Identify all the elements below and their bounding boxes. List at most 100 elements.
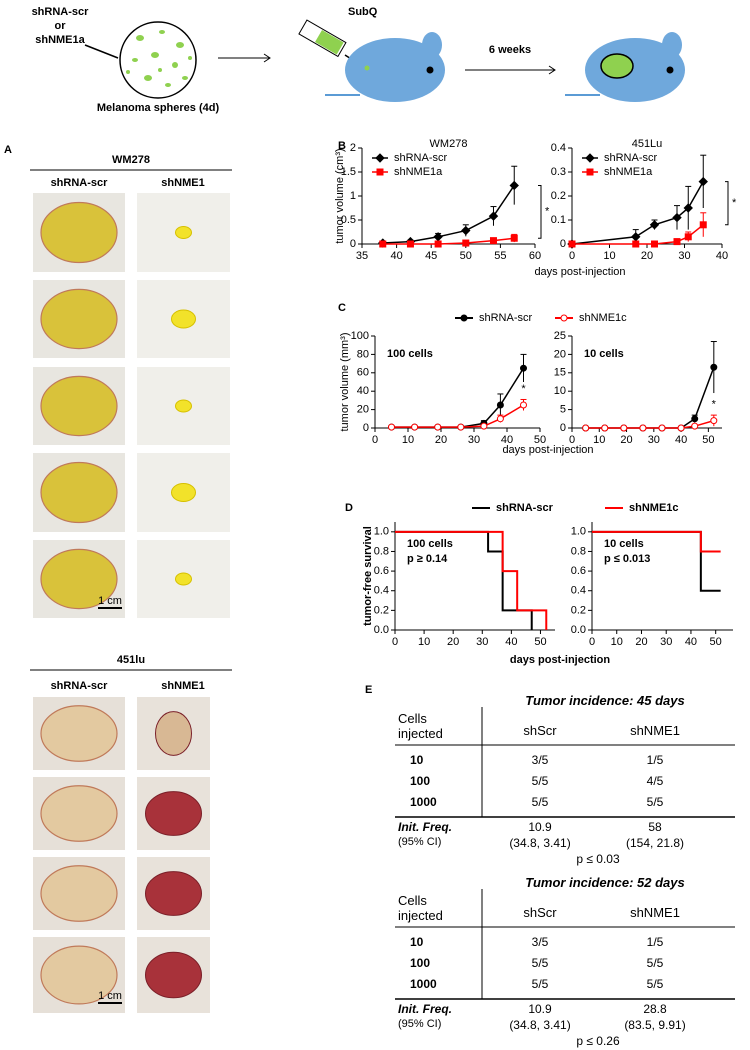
x-tick-label: 10 bbox=[402, 434, 414, 446]
spheres bbox=[126, 30, 192, 87]
y-tick-label: 10 bbox=[554, 385, 566, 397]
table-cell: 3/5 bbox=[531, 753, 549, 767]
table-cell: Init. Freq. bbox=[398, 1002, 452, 1016]
y-tick-label: 1.5 bbox=[341, 166, 356, 178]
y-tick-label: 0.8 bbox=[571, 545, 586, 557]
marker bbox=[651, 240, 658, 248]
tumor bbox=[175, 226, 192, 239]
marker bbox=[710, 363, 718, 371]
legend-label: shRNA-scr bbox=[496, 502, 554, 514]
marker bbox=[480, 422, 488, 430]
table-header: Cells injected bbox=[398, 893, 443, 923]
x-tick-label: 30 bbox=[678, 250, 690, 262]
table-cell: 4/5 bbox=[646, 774, 664, 788]
tumor bbox=[155, 711, 192, 756]
y-tick-label: 0.6 bbox=[571, 565, 586, 577]
condition: shRNA-scr bbox=[32, 6, 90, 18]
marker bbox=[388, 423, 395, 431]
x-tick-label: 50 bbox=[534, 636, 546, 648]
x-tick-label: 50 bbox=[702, 434, 714, 446]
panel-letter: B bbox=[338, 140, 346, 152]
table-cell: 10 bbox=[410, 753, 424, 767]
tumor bbox=[40, 375, 118, 437]
tumor bbox=[171, 309, 196, 329]
x-tick-label: 40 bbox=[675, 434, 687, 446]
y-tick-label: 0.2 bbox=[571, 604, 586, 616]
x-tick-label: 0 bbox=[372, 434, 378, 446]
legend-label: shRNA-scr bbox=[604, 152, 658, 164]
table-header: shNME1 bbox=[630, 723, 680, 738]
table-cell: 1000 bbox=[410, 795, 437, 809]
x-axis-label: days post-injection bbox=[534, 266, 625, 278]
y-axis-label: tumor volume (cm³) bbox=[334, 148, 346, 243]
tumor bbox=[40, 548, 118, 610]
x-tick-label: 50 bbox=[460, 250, 472, 262]
x-tick-label: 45 bbox=[425, 250, 437, 262]
schematic: shRNA-scr or shNME1a Melanoma spheres (4… bbox=[32, 6, 685, 114]
tumor bbox=[145, 791, 202, 836]
x-tick-label: 40 bbox=[390, 250, 402, 262]
x-tick-label: 20 bbox=[635, 636, 647, 648]
marker bbox=[510, 234, 518, 242]
y-tick-label: 2 bbox=[350, 142, 356, 154]
column-header: shRNA-scr bbox=[51, 177, 109, 189]
y-axis-label: tumor volume (mm³) bbox=[339, 332, 351, 431]
marker bbox=[376, 168, 384, 176]
marker bbox=[683, 203, 693, 213]
x-tick-label: 35 bbox=[356, 250, 368, 262]
tumor bbox=[40, 785, 118, 842]
injection-label: SubQ bbox=[348, 6, 378, 18]
group-title: 451lu bbox=[117, 654, 145, 666]
x-tick-label: 55 bbox=[494, 250, 506, 262]
x-tick-label: 40 bbox=[685, 636, 697, 648]
table-cell: (95% CI) bbox=[398, 836, 442, 848]
marker bbox=[677, 424, 685, 432]
marker bbox=[434, 240, 442, 248]
x-tick-label: 30 bbox=[648, 434, 660, 446]
x-tick-label: 0 bbox=[569, 434, 575, 446]
p-value: p ≤ 0.03 bbox=[576, 852, 620, 866]
table-cell: 10 bbox=[410, 935, 424, 949]
x-tick-label: 30 bbox=[468, 434, 480, 446]
x-tick-label: 20 bbox=[620, 434, 632, 446]
y-tick-label: 100 bbox=[351, 330, 369, 342]
y-tick-label: 0.5 bbox=[341, 214, 356, 226]
marker bbox=[460, 314, 468, 322]
table-caption: Tumor incidence: 52 days bbox=[525, 875, 685, 890]
y-tick-label: 20 bbox=[554, 348, 566, 360]
table-header: shScr bbox=[523, 905, 557, 920]
x-tick-label: 30 bbox=[660, 636, 672, 648]
table-header: shNME1 bbox=[630, 905, 680, 920]
table-cell: 5/5 bbox=[646, 977, 664, 991]
y-tick-label: 0.4 bbox=[571, 585, 586, 597]
legend-label: shRNA-scr bbox=[394, 152, 448, 164]
y-tick-label: 0 bbox=[350, 238, 356, 250]
y-tick-label: 60 bbox=[357, 367, 369, 379]
marker bbox=[684, 233, 692, 241]
tumor bbox=[145, 871, 202, 916]
table-cell: (154, 21.8) bbox=[625, 836, 685, 850]
annotation: 10 cells bbox=[604, 538, 644, 550]
tumor bbox=[40, 945, 118, 1005]
tumor bbox=[40, 705, 118, 762]
table-cell: (34.8, 3.41) bbox=[509, 1018, 571, 1032]
marker bbox=[568, 240, 576, 248]
table-cell: (95% CI) bbox=[398, 1018, 442, 1030]
y-tick-label: 0.3 bbox=[551, 166, 566, 178]
y-tick-label: 0.0 bbox=[374, 624, 389, 636]
significance-bracket bbox=[538, 184, 542, 239]
annotation: 10 cells bbox=[584, 348, 624, 360]
y-tick-label: 0.0 bbox=[571, 624, 586, 636]
condition: or bbox=[55, 20, 67, 32]
dish bbox=[119, 21, 197, 99]
marker bbox=[620, 424, 628, 432]
tumor bbox=[40, 461, 118, 524]
panel-letter: D bbox=[345, 502, 353, 514]
marker bbox=[496, 401, 504, 409]
marker bbox=[434, 423, 442, 431]
table-cell: 1000 bbox=[410, 977, 437, 991]
x-tick-label: 50 bbox=[710, 636, 722, 648]
marker bbox=[457, 423, 465, 431]
marker bbox=[509, 180, 519, 191]
marker bbox=[601, 424, 609, 432]
